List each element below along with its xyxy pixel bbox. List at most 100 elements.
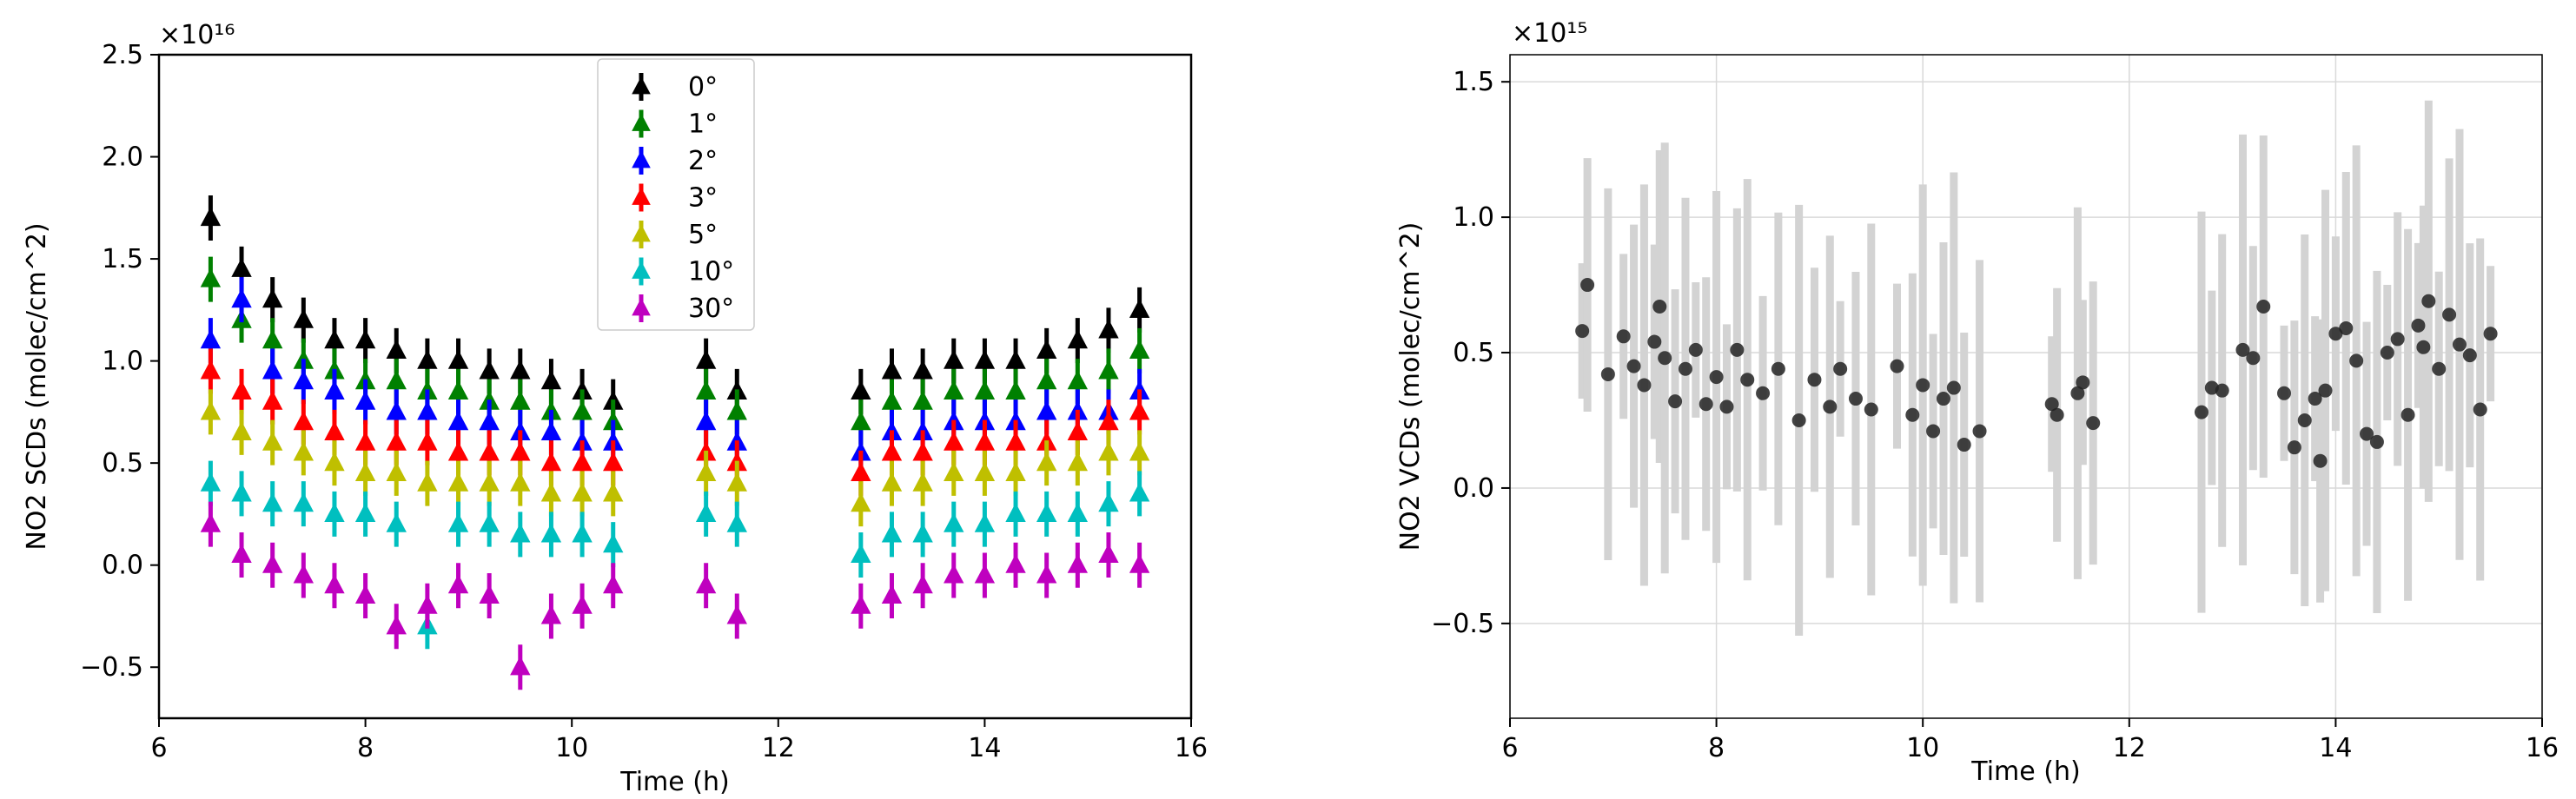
scd-point bbox=[1098, 492, 1119, 512]
scd-y-axis-label: NO2 SCDs (molec/cm^2) bbox=[22, 222, 52, 550]
vcd-x-axis-label: Time (h) bbox=[1970, 756, 2080, 787]
scd-point bbox=[974, 349, 996, 369]
scd-point bbox=[447, 472, 469, 492]
vcd-point bbox=[1791, 413, 1806, 427]
scd-point bbox=[944, 564, 964, 584]
scd-point bbox=[293, 411, 315, 431]
scd-point bbox=[1129, 482, 1150, 502]
scd-x-tick-label: 12 bbox=[762, 733, 795, 763]
vcd-point bbox=[2277, 386, 2291, 400]
scd-point bbox=[1129, 298, 1150, 318]
legend-marker bbox=[632, 150, 651, 168]
scd-point bbox=[1098, 411, 1119, 431]
scd-point bbox=[851, 543, 871, 564]
scd-point bbox=[944, 349, 964, 369]
legend-box bbox=[597, 58, 755, 331]
scd-point bbox=[1067, 553, 1089, 573]
scd-point bbox=[479, 472, 500, 492]
vcd-point bbox=[2194, 405, 2208, 419]
vcd-x-tick-label: 8 bbox=[1708, 733, 1725, 763]
scd-point bbox=[386, 512, 407, 532]
vcd-x-tick-label: 6 bbox=[1501, 733, 1518, 763]
scd-point bbox=[1036, 339, 1057, 359]
vcd-point bbox=[1616, 329, 1631, 344]
scd-point bbox=[479, 512, 500, 532]
scd-point bbox=[603, 482, 624, 502]
scd-point bbox=[1005, 349, 1026, 369]
scd-point bbox=[447, 441, 469, 461]
scd-point bbox=[1098, 319, 1119, 339]
scd-point bbox=[510, 523, 531, 543]
vcd-point bbox=[1864, 402, 1878, 417]
scd-offset-text: ×10¹⁶ bbox=[159, 20, 235, 50]
vcd-point bbox=[1647, 334, 1662, 349]
vcd-point bbox=[1916, 378, 1930, 393]
legend-marker bbox=[632, 224, 651, 242]
vcd-y-tick-label: 0.5 bbox=[1453, 338, 1494, 368]
vcd-point bbox=[2328, 327, 2343, 341]
scd-point bbox=[510, 441, 531, 461]
scd-point bbox=[417, 400, 438, 420]
scd-point bbox=[386, 400, 407, 420]
scd-point bbox=[540, 482, 562, 502]
scd-point bbox=[1036, 564, 1057, 584]
scd-point bbox=[386, 615, 407, 635]
vcd-point bbox=[2318, 383, 2333, 398]
scd-point bbox=[231, 288, 252, 308]
vcd-point bbox=[1833, 361, 1848, 376]
vcd-panel: ×10¹⁵ 6 8 10 12 14 16 −0.5 0.0 0.5 1.0 1.5 Time (… bbox=[1395, 18, 2559, 787]
vcd-y-tick-label: 0.0 bbox=[1453, 473, 1494, 504]
scd-y-tick-label: 0.0 bbox=[102, 551, 143, 581]
vcd-x-tick-label: 10 bbox=[1906, 733, 1939, 763]
scd-point bbox=[572, 482, 593, 502]
vcd-point bbox=[2086, 416, 2101, 431]
vcd-point bbox=[2313, 453, 2328, 468]
vcd-point bbox=[2076, 375, 2090, 390]
vcd-point bbox=[2380, 346, 2394, 360]
vcd-x-tick-label: 14 bbox=[2319, 733, 2352, 763]
vcd-point bbox=[1936, 392, 1950, 406]
legend-marker bbox=[632, 298, 651, 316]
legend-label: 3° bbox=[688, 183, 718, 214]
vcd-point bbox=[2256, 300, 2271, 314]
legend-label: 1° bbox=[688, 109, 718, 140]
scd-point bbox=[386, 461, 407, 482]
scd-y-tick-label: 0.5 bbox=[102, 448, 143, 479]
scd-point bbox=[324, 329, 345, 349]
scd-point bbox=[726, 604, 747, 624]
scd-y-tick-label: 1.5 bbox=[102, 244, 143, 274]
scd-point bbox=[974, 380, 996, 400]
vcd-point bbox=[2483, 327, 2498, 341]
vcd-series bbox=[1575, 100, 2498, 637]
vcd-point bbox=[1946, 380, 1961, 395]
vcd-point bbox=[2416, 340, 2431, 354]
vcd-point bbox=[1678, 361, 1692, 376]
vcd-point bbox=[1688, 342, 1703, 357]
vcd-point bbox=[1626, 359, 1641, 373]
scd-point bbox=[1067, 370, 1089, 390]
scd-point bbox=[231, 380, 252, 400]
scd-point bbox=[1005, 553, 1026, 573]
scd-point bbox=[262, 288, 283, 308]
scd-point bbox=[262, 553, 283, 573]
scd-y-ticks: −0.5 0.0 0.5 1.0 1.5 2.0 2.5 bbox=[80, 40, 159, 683]
scd-point bbox=[1036, 400, 1057, 420]
scd-point bbox=[912, 441, 933, 461]
scd-point bbox=[417, 472, 438, 492]
scd-point bbox=[354, 431, 376, 451]
scd-point bbox=[200, 329, 222, 349]
scd-point bbox=[1067, 420, 1089, 440]
scd-point bbox=[1036, 370, 1057, 390]
vcd-point bbox=[2432, 361, 2447, 376]
vcd-point bbox=[1652, 300, 1667, 314]
scd-point bbox=[200, 512, 222, 532]
scd-point bbox=[572, 452, 593, 472]
scd-point bbox=[1067, 329, 1089, 349]
scd-point bbox=[293, 492, 315, 512]
scd-point bbox=[386, 339, 407, 359]
scd-y-tick-label: 1.0 bbox=[102, 347, 143, 377]
scd-point bbox=[293, 308, 315, 328]
vcd-point bbox=[2421, 294, 2436, 308]
scd-point bbox=[417, 594, 438, 614]
